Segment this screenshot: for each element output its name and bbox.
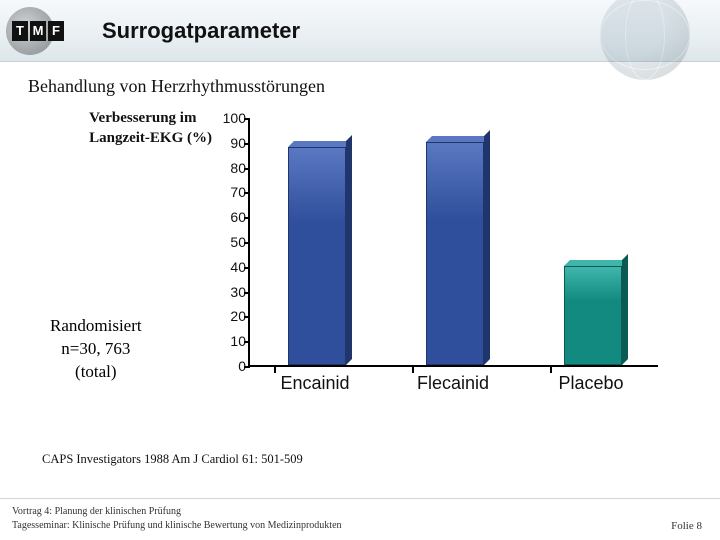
y-tick-label: 20 [212,308,246,324]
y-tick-mark [244,292,250,294]
bar-chart: 0102030405060708090100 EncainidFlecainid… [208,113,676,413]
y-tick-mark [244,192,250,194]
logo-letter: T [12,21,28,41]
footer-left: Vortrag 4: Planung der klinischen Prüfun… [12,505,342,532]
footer-line1: Vortrag 4: Planung der klinischen Prüfun… [12,506,181,517]
category-label: Encainid [255,373,375,394]
chart-side-text: Verbesserung im Langzeit-EKG (%) Randomi… [28,113,208,413]
bar [564,266,622,365]
randomized-text: Randomisiert n=30, 763 (total) [50,315,142,384]
tmf-logo: T M F [6,6,92,56]
citation: CAPS Investigators 1988 Am J Cardiol 61:… [42,452,303,467]
y-tick-label: 60 [212,209,246,225]
y-tick-mark [244,118,250,120]
y-tick-mark [244,143,250,145]
y-tick-mark [244,242,250,244]
footer-page: Folie 8 [671,520,702,532]
y-axis-label: Verbesserung im Langzeit-EKG (%) [89,109,212,148]
slide-footer: Vortrag 4: Planung der klinischen Prüfun… [0,498,720,540]
y-tick-mark [244,217,250,219]
logo-letters: T M F [12,21,64,41]
y-tick-label: 100 [212,110,246,126]
chart-row: Verbesserung im Langzeit-EKG (%) Randomi… [28,113,692,413]
slide-header: T M F Surrogatparameter [0,0,720,62]
y-tick-label: 0 [212,358,246,374]
y-tick-mark [244,366,250,368]
randomized-l3: (total) [75,362,117,381]
y-tick-mark [244,267,250,269]
y-axis-label-l1: Verbesserung im [89,110,196,126]
y-tick-mark [244,168,250,170]
y-tick-label: 70 [212,184,246,200]
y-tick-label: 90 [212,135,246,151]
slide-title: Surrogatparameter [102,18,300,44]
y-tick-label: 50 [212,234,246,250]
y-tick-mark [244,341,250,343]
bar [426,142,484,365]
category-label: Flecainid [393,373,513,394]
y-tick-label: 10 [212,333,246,349]
randomized-l1: Randomisiert [50,316,142,335]
y-tick-label: 30 [212,284,246,300]
randomized-l2: n=30, 763 [61,339,130,358]
y-tick-mark [244,316,250,318]
footer-line2: Tagesseminar: Klinische Prüfung und klin… [12,520,342,531]
subtitle: Behandlung von Herzrhythmusstörungen [28,76,692,97]
bar [288,147,346,365]
y-axis-label-l2: Langzeit-EKG (%) [89,130,212,146]
category-label: Placebo [531,373,651,394]
plot-area: 0102030405060708090100 [248,119,658,367]
logo-letter: F [48,21,64,41]
slide-body: Behandlung von Herzrhythmusstörungen Ver… [0,62,720,482]
logo-letter: M [30,21,46,41]
y-tick-label: 80 [212,160,246,176]
y-tick-label: 40 [212,259,246,275]
